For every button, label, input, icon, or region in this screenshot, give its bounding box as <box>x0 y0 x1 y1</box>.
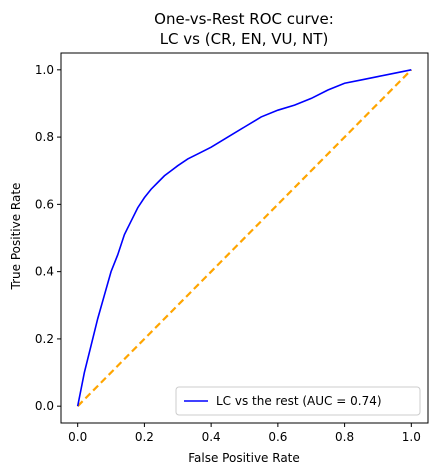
y-tick-label: 1.0 <box>35 63 54 77</box>
x-tick-label: 1.0 <box>402 430 421 444</box>
y-tick-label: 0.2 <box>35 332 54 346</box>
y-tick-label: 0.0 <box>35 399 54 413</box>
chart-title-line-1: One-vs-Rest ROC curve: <box>154 10 334 28</box>
chart-title-line-2: LC vs (CR, EN, VU, NT) <box>160 30 329 48</box>
x-axis-label: False Positive Rate <box>188 451 300 465</box>
y-tick-label: 0.6 <box>35 197 54 211</box>
y-axis-label: True Positive Rate <box>9 183 23 291</box>
x-tick-label: 0.0 <box>68 430 87 444</box>
legend-box <box>175 386 421 416</box>
roc-curve-line <box>76 69 412 407</box>
y-tick-label: 0.4 <box>35 265 54 279</box>
plot-frame <box>60 52 429 424</box>
x-tick-label: 0.6 <box>268 430 287 444</box>
x-tick-label: 0.8 <box>335 430 354 444</box>
chance-diagonal-line <box>76 69 413 407</box>
plot-area: 0.0 0.2 0.4 0.6 0.8 1.0 0.0 0.2 0.4 0.6 0.8 1.0 LC v… <box>35 52 429 444</box>
x-tick-label: 0.2 <box>135 430 154 444</box>
y-tick-label: 0.8 <box>35 130 54 144</box>
legend-label-roc: LC vs the rest (AUC = 0.74) <box>216 394 382 408</box>
x-tick-label: 0.4 <box>202 430 221 444</box>
